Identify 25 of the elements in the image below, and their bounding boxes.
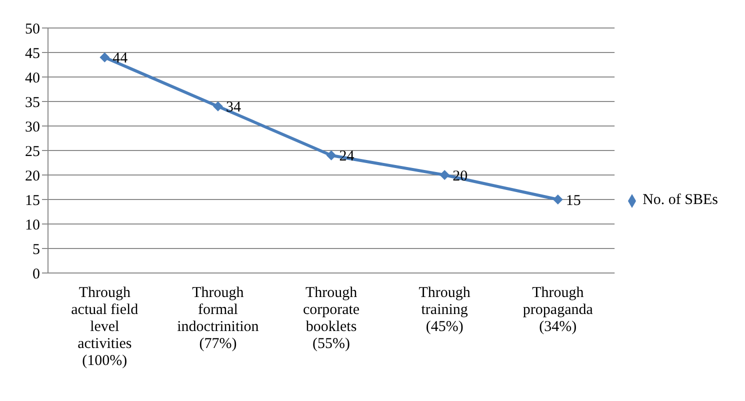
data-label: 15 [566,192,581,209]
point [100,52,110,62]
x-tick-label: Through corporate booklets (55%) [302,285,360,352]
x-tick-label: Through propaganda (34%) [522,285,594,335]
x-tick-label: Through formal indoctrinition (77%) [177,285,260,352]
y-tick-label: 50 [25,21,40,38]
y-tick-label: 15 [25,192,40,209]
y-tick-label: 40 [25,70,40,86]
y-tick-label: 10 [25,217,40,234]
point [212,101,223,112]
x-tick-label: Through actual field level activities (100%) [71,285,139,369]
point [440,170,450,180]
y-tick-label: 35 [25,94,40,111]
point [552,194,563,204]
data-label: 44 [112,50,128,67]
x-tick-label: Through training (45%) [418,285,471,335]
legend-label: No. of SBEs [642,192,718,208]
y-tick-label: 5 [32,242,40,258]
y-tick-label: 0 [32,266,40,282]
y-tick-label: 20 [25,168,40,184]
data-label: 34 [226,100,242,116]
y-tick-label: 25 [25,144,40,160]
y-tick-label: 45 [25,46,40,62]
y-tick-label: 30 [25,119,40,136]
point [326,150,336,160]
